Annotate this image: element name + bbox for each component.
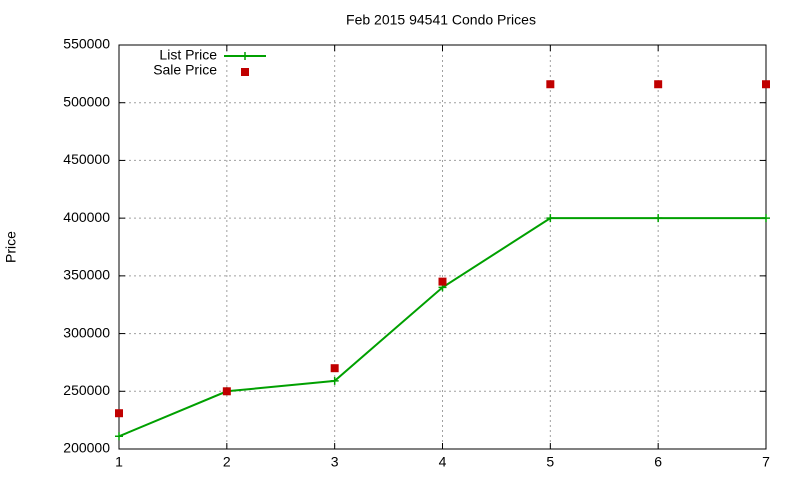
y-tick-label: 500000 — [63, 93, 110, 109]
marker — [330, 364, 339, 373]
chart-title: Feb 2015 94541 Condo Prices — [346, 12, 536, 28]
y-tick-label: 450000 — [63, 151, 110, 167]
x-tick-label: 6 — [654, 454, 662, 470]
x-tick-label: 3 — [331, 454, 339, 470]
marker — [546, 214, 555, 223]
x-tick-label: 1 — [115, 454, 123, 470]
y-tick-label: 200000 — [63, 440, 110, 456]
marker — [546, 80, 555, 89]
y-tick-label: 250000 — [63, 382, 110, 398]
x-tick-label: 2 — [223, 454, 231, 470]
marker — [241, 68, 249, 76]
marker — [762, 214, 770, 223]
y-axis-label: Price — [3, 231, 19, 263]
marker — [115, 432, 123, 441]
marker — [654, 214, 663, 223]
marker — [762, 80, 770, 89]
marker — [438, 277, 447, 286]
plot-frame — [118, 44, 767, 450]
marker — [654, 80, 663, 89]
y-tick-label: 550000 — [63, 36, 110, 52]
legend-label: Sale Price — [153, 62, 217, 78]
y-tick-label: 300000 — [63, 324, 110, 340]
legend-label: List Price — [159, 47, 217, 63]
x-tick-label: 5 — [546, 454, 554, 470]
y-tick-label: 400000 — [63, 209, 110, 225]
x-tick-label: 7 — [762, 454, 770, 470]
marker — [222, 387, 231, 396]
marker — [115, 409, 123, 418]
marker — [330, 376, 339, 385]
marker — [241, 52, 249, 60]
y-tick-label: 350000 — [63, 267, 110, 283]
x-tick-label: 4 — [439, 454, 447, 470]
